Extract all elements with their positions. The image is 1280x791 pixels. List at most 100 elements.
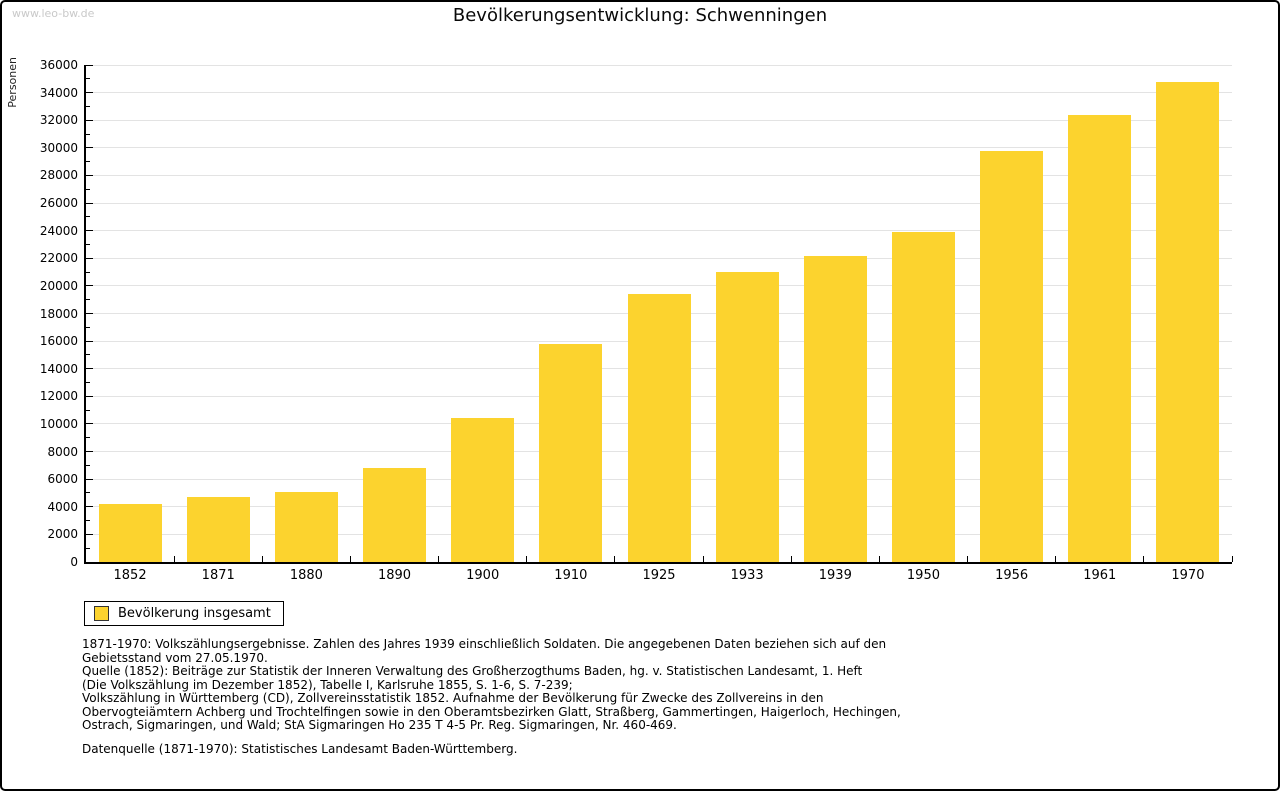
y-axis-tick-label: 28000 <box>39 168 78 183</box>
x-axis-label: 1900 <box>466 568 500 583</box>
y-axis-tick-label: 22000 <box>39 251 78 266</box>
y-axis-tick <box>86 243 90 245</box>
y-axis-tick <box>86 271 90 273</box>
y-axis-tick-label: 18000 <box>39 306 78 321</box>
y-axis-tick <box>86 257 93 259</box>
gridline <box>86 230 1232 232</box>
bar-1939 <box>803 255 867 562</box>
y-axis-tick <box>86 492 90 494</box>
footnote-line: Volkszählung in Württemberg (CD), Zollve… <box>82 691 824 705</box>
x-axis-tick <box>790 556 792 562</box>
y-axis-tick-label: 6000 <box>47 472 78 487</box>
x-axis-tick <box>173 556 175 562</box>
y-axis-tick <box>86 105 90 107</box>
x-axis-tick <box>438 556 440 562</box>
y-axis-tick-label: 12000 <box>39 389 78 404</box>
gridline <box>86 174 1232 176</box>
x-axis-tick <box>1055 556 1057 562</box>
bar-1880 <box>274 491 338 562</box>
legend: Bevölkerung insgesamt <box>84 601 284 626</box>
y-axis-tick <box>86 464 90 466</box>
y-axis-tick-label: 14000 <box>39 361 78 376</box>
x-axis-label: 1890 <box>377 568 412 583</box>
y-axis-tick <box>86 299 90 301</box>
y-axis-tick <box>86 395 93 397</box>
y-axis-tick <box>86 285 93 287</box>
y-axis-tick-label: 36000 <box>39 58 78 72</box>
y-axis-tick-label: 8000 <box>47 444 78 459</box>
y-axis-tick <box>86 382 90 384</box>
x-axis-tick <box>349 556 351 562</box>
x-axis-tick <box>702 556 704 562</box>
y-axis-tick <box>86 313 93 314</box>
bar-1910 <box>539 343 603 562</box>
y-axis-tick <box>86 506 93 508</box>
y-axis-tick <box>86 520 90 522</box>
y-axis-tick <box>86 326 90 328</box>
footnote-line: Quelle (1852): Beiträge zur Statistik de… <box>82 664 863 678</box>
bar-1925 <box>627 294 691 562</box>
x-axis-label: 1910 <box>554 568 588 583</box>
y-axis-tick-label: 24000 <box>39 223 78 238</box>
y-axis-tick-label: 2000 <box>47 527 78 542</box>
y-axis-tick-label: 32000 <box>39 113 78 128</box>
legend-swatch-icon <box>94 606 109 621</box>
x-axis-label: 1871 <box>201 568 235 583</box>
y-axis-line <box>84 65 86 564</box>
y-axis-tick <box>86 119 93 121</box>
footnotes: 1871-1970: Volkszählungsergebnisse. Zahl… <box>82 637 1222 733</box>
chart-title: Bevölkerungsentwicklung: Schwenningen <box>452 5 828 26</box>
x-axis-tick <box>967 556 969 562</box>
y-axis-tick <box>86 188 90 190</box>
y-axis-tick <box>86 451 93 453</box>
x-axis-label: 1933 <box>730 568 764 583</box>
y-axis-tick <box>86 133 90 135</box>
footnote-line: Ostrach, Sigmaringen, und Wald; StA Sigm… <box>82 718 677 732</box>
y-axis-tick <box>86 92 93 94</box>
y-axis-tick-label: 10000 <box>39 416 78 431</box>
x-axis-tick <box>526 556 528 562</box>
gridline <box>86 202 1232 204</box>
y-axis-tick <box>86 78 90 80</box>
x-axis-label: 1950 <box>906 568 940 583</box>
y-axis-tick <box>86 547 90 549</box>
y-axis-tick <box>86 478 93 480</box>
y-axis-tick-label: 16000 <box>39 334 78 349</box>
y-axis-tick <box>86 202 93 204</box>
y-axis-tick <box>86 533 93 535</box>
y-axis-tick <box>86 161 90 163</box>
y-axis-tick <box>86 64 93 66</box>
y-axis-tick-label: 26000 <box>39 196 78 211</box>
gridline <box>86 64 1232 66</box>
x-axis-label: 1852 <box>113 568 147 583</box>
y-axis-tick <box>86 147 93 149</box>
y-axis-tick-label: 34000 <box>39 85 78 100</box>
y-axis-tick <box>86 423 93 425</box>
bar-1961 <box>1068 114 1132 562</box>
legend-label: Bevölkerung insgesamt <box>118 606 271 621</box>
bar-1956 <box>980 150 1044 562</box>
y-axis-tick-label: 30000 <box>39 140 78 155</box>
x-axis-label: 1939 <box>818 568 852 583</box>
y-axis-tick <box>86 174 93 176</box>
gridline <box>86 147 1232 149</box>
x-axis-label: 1925 <box>642 568 676 583</box>
gridline <box>86 285 1232 287</box>
x-axis-label: 1880 <box>289 568 323 583</box>
y-axis-tick <box>86 216 90 218</box>
y-axis-tick <box>86 340 93 342</box>
y-axis-tick-label: 20000 <box>39 278 78 293</box>
y-axis-tick-label: 4000 <box>47 499 78 514</box>
bar-1900 <box>451 418 515 562</box>
footnote-line: (Die Volkszählung im Dezember 1852), Tab… <box>82 677 573 692</box>
gridline <box>86 119 1232 121</box>
y-axis-tick <box>86 230 93 232</box>
bar-1933 <box>715 272 779 562</box>
y-axis-tick <box>86 368 93 370</box>
x-axis-tick <box>1143 556 1145 562</box>
datasource-line: Datenquelle (1871-1970): Statistisches L… <box>82 742 518 756</box>
x-axis-label: 1956 <box>995 568 1029 583</box>
gridline <box>86 257 1232 259</box>
